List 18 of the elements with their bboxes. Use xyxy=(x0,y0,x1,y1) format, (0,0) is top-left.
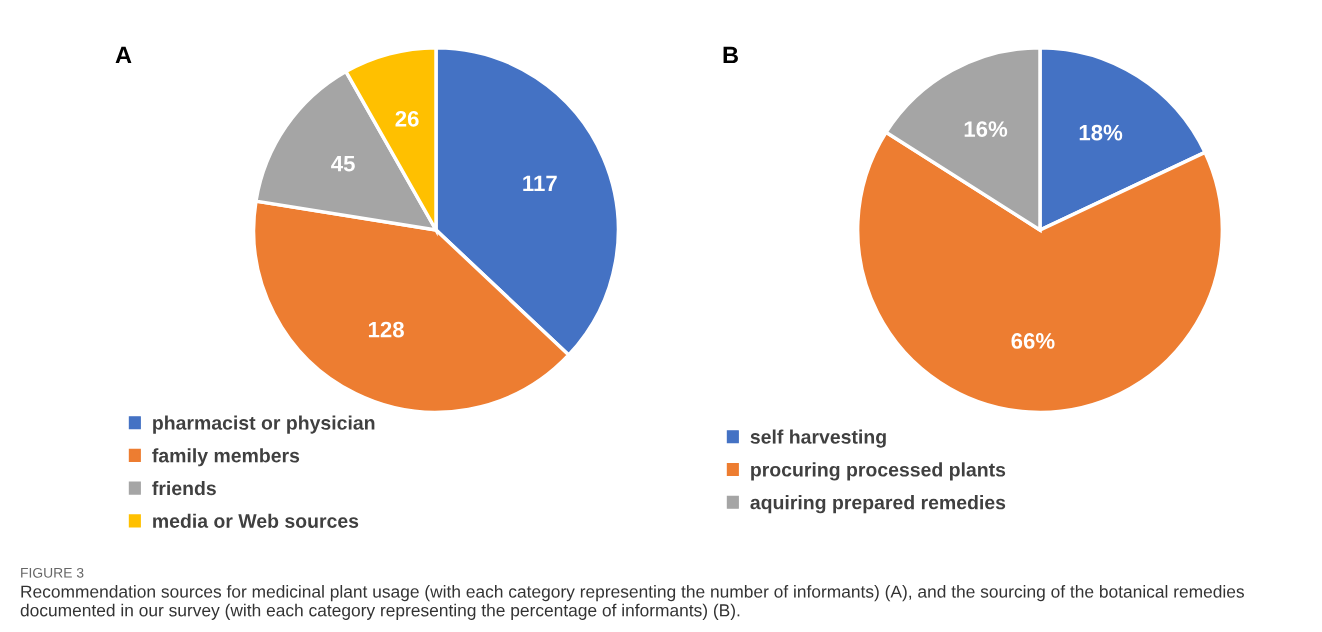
data-label: 66% xyxy=(1011,333,1055,349)
legend-label: media or Web sources xyxy=(153,513,359,528)
legend-label: friends xyxy=(152,480,216,496)
caption: FIGURE 3 xyxy=(21,567,84,578)
chart-title: A xyxy=(115,46,132,64)
data-label: 18% xyxy=(1079,124,1123,141)
chart-title: B xyxy=(723,46,738,64)
legend-label: self harvesting xyxy=(750,429,886,448)
legend-label: family members xyxy=(152,448,300,467)
legend-label: pharmacist or physician xyxy=(153,415,375,434)
data-label: 117 xyxy=(523,175,557,191)
legend-label: aquiring prepared remedies xyxy=(750,495,1006,514)
data-label: 45 xyxy=(331,156,355,172)
text: Recommendation sources for medicinal plant usage (with each category representing the number of informants) (A), and the sourcing of the botanical remedies documented in our survey (with each category representing the percentage of informants) (B). xyxy=(20,585,1244,620)
data-label: 26 xyxy=(395,110,419,127)
data-label: 128 xyxy=(368,321,404,338)
data-label: 16% xyxy=(964,121,1008,137)
legend-label: procuring processed plants xyxy=(751,462,1006,481)
